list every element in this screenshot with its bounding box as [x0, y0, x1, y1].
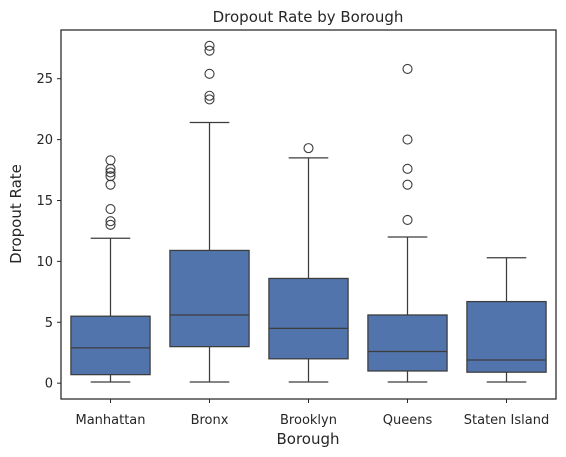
outlier-point	[204, 90, 215, 101]
outlier-point	[402, 163, 413, 174]
outlier-point	[105, 219, 116, 230]
box-series	[70, 40, 547, 383]
outlier-point	[204, 94, 215, 105]
outlier-point	[204, 68, 215, 79]
iqr-box	[466, 300, 547, 373]
outlier-point	[204, 40, 215, 51]
outlier-point	[105, 155, 116, 166]
box-brooklyn	[268, 143, 349, 383]
outlier-point	[105, 179, 116, 190]
outlier-point	[204, 45, 215, 56]
outlier-point	[402, 179, 413, 190]
outlier-point	[303, 143, 314, 154]
outlier-point	[105, 171, 116, 182]
y-axis-label: Dropout Rate	[7, 164, 25, 264]
x-tick-label: Brooklyn	[280, 413, 337, 428]
outlier-point	[402, 214, 413, 226]
y-tick-label: 5	[45, 316, 53, 331]
outlier-point	[402, 134, 413, 145]
iqr-box	[367, 314, 448, 372]
y-tick-label: 25	[36, 72, 53, 87]
y-tick-label: 10	[36, 255, 53, 270]
box-staten-island	[466, 257, 547, 383]
iqr-box	[268, 277, 349, 360]
x-tick-label: Queens	[383, 413, 433, 428]
outlier-point	[105, 167, 116, 178]
box-manhattan	[70, 155, 151, 383]
y-tick-label: 15	[36, 194, 53, 209]
y-tick-label: 20	[36, 133, 53, 148]
x-axis: Manhattan Bronx Brooklyn Queens Staten Islan…	[75, 399, 549, 428]
y-tick-label: 0	[45, 377, 53, 392]
x-tick-label: Manhattan	[75, 413, 145, 428]
outlier-point	[105, 216, 116, 227]
x-tick-label: Bronx	[191, 413, 229, 428]
box-bronx	[169, 40, 250, 383]
iqr-box	[169, 249, 250, 348]
box-queens	[367, 63, 448, 383]
y-axis: 0 5 10 15 20 25	[36, 72, 61, 392]
iqr-box	[70, 315, 151, 376]
outlier-point	[402, 63, 413, 75]
x-axis-label: Borough	[276, 430, 339, 448]
chart-title: Dropout Rate by Borough	[213, 8, 404, 26]
outlier-point	[105, 203, 116, 215]
x-tick-label: Staten Island	[464, 413, 549, 428]
